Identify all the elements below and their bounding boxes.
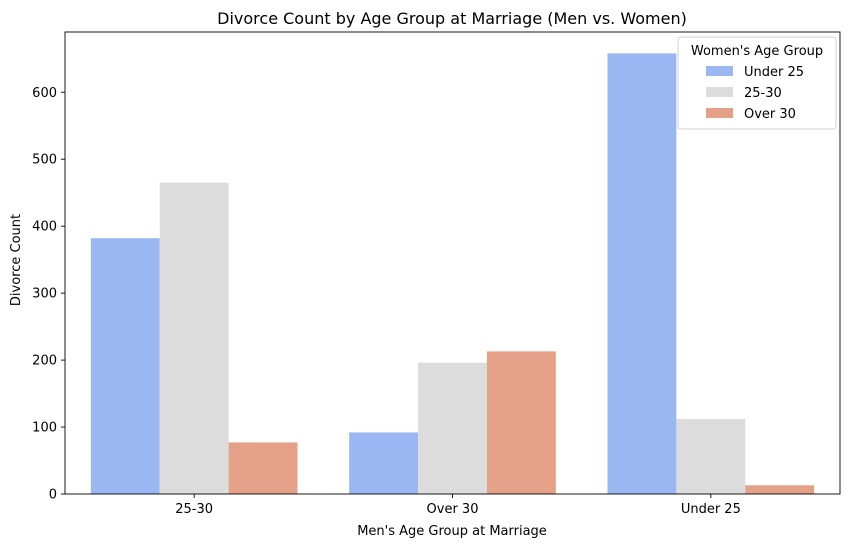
legend-box [677, 36, 837, 130]
legend-title: Women's Age Group [691, 44, 823, 59]
y-tick-label: 0 [49, 488, 57, 503]
x-axis-label: Men's Age Group at Marriage [357, 524, 547, 539]
legend-entry-label: Over 30 [744, 107, 796, 122]
y-tick-label: 400 [32, 220, 57, 235]
bar [418, 362, 487, 494]
x-tick-label: Under 25 [681, 502, 741, 517]
legend: Women's Age Group Under 25 25-30 Over 30 [677, 36, 837, 130]
legend-swatch [706, 108, 733, 118]
legend-swatch [706, 87, 733, 97]
legend-entry-label: 25-30 [744, 86, 782, 101]
bar [90, 238, 160, 494]
y-tick-label: 500 [32, 153, 57, 168]
legend-swatch [706, 66, 733, 76]
bar [159, 182, 229, 495]
bar [607, 53, 677, 494]
x-tick-label: Over 30 [427, 502, 479, 517]
y-axis-label: Divorce Count [9, 214, 24, 306]
plot-area: 0 100 200 300 400 500 600 25-30 Over 30 Under 25 [32, 31, 841, 517]
chart-title: Divorce Count by Age Group at Marriage (… [217, 9, 687, 28]
bar [228, 442, 298, 494]
bar [349, 432, 419, 494]
y-tick-label: 600 [32, 86, 57, 101]
y-tick-label: 300 [32, 287, 57, 302]
y-tick-label: 200 [32, 354, 57, 369]
bar [745, 485, 815, 494]
x-tick-label: 25-30 [175, 502, 213, 517]
bar [676, 419, 746, 494]
bar [486, 351, 556, 494]
legend-entry-label: Under 25 [744, 65, 804, 80]
y-tick-label: 100 [32, 421, 57, 436]
